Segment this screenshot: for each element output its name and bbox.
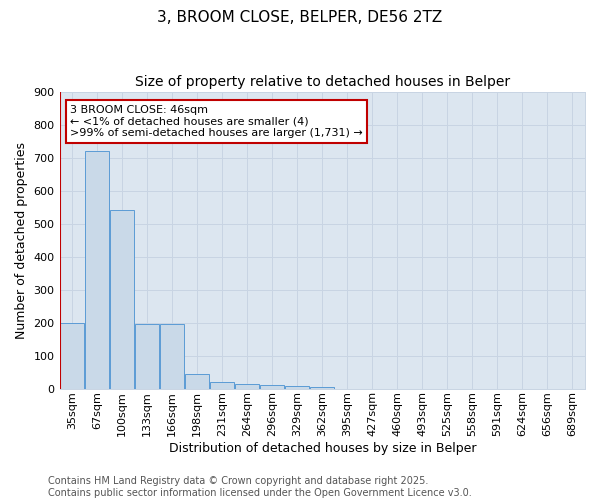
Bar <box>60 322 84 388</box>
Bar <box>160 324 184 388</box>
Bar <box>210 382 234 388</box>
X-axis label: Distribution of detached houses by size in Belper: Distribution of detached houses by size … <box>169 442 476 455</box>
Bar <box>235 384 259 388</box>
Bar <box>260 385 284 388</box>
Bar <box>286 386 309 388</box>
Bar <box>135 324 159 388</box>
Text: 3, BROOM CLOSE, BELPER, DE56 2TZ: 3, BROOM CLOSE, BELPER, DE56 2TZ <box>157 10 443 25</box>
Bar <box>310 387 334 388</box>
Text: Contains HM Land Registry data © Crown copyright and database right 2025.
Contai: Contains HM Land Registry data © Crown c… <box>48 476 472 498</box>
Bar <box>85 151 109 388</box>
Text: 3 BROOM CLOSE: 46sqm
← <1% of detached houses are smaller (4)
>99% of semi-detac: 3 BROOM CLOSE: 46sqm ← <1% of detached h… <box>70 105 363 138</box>
Title: Size of property relative to detached houses in Belper: Size of property relative to detached ho… <box>135 75 510 89</box>
Bar <box>110 210 134 388</box>
Bar <box>185 374 209 388</box>
Y-axis label: Number of detached properties: Number of detached properties <box>15 142 28 338</box>
